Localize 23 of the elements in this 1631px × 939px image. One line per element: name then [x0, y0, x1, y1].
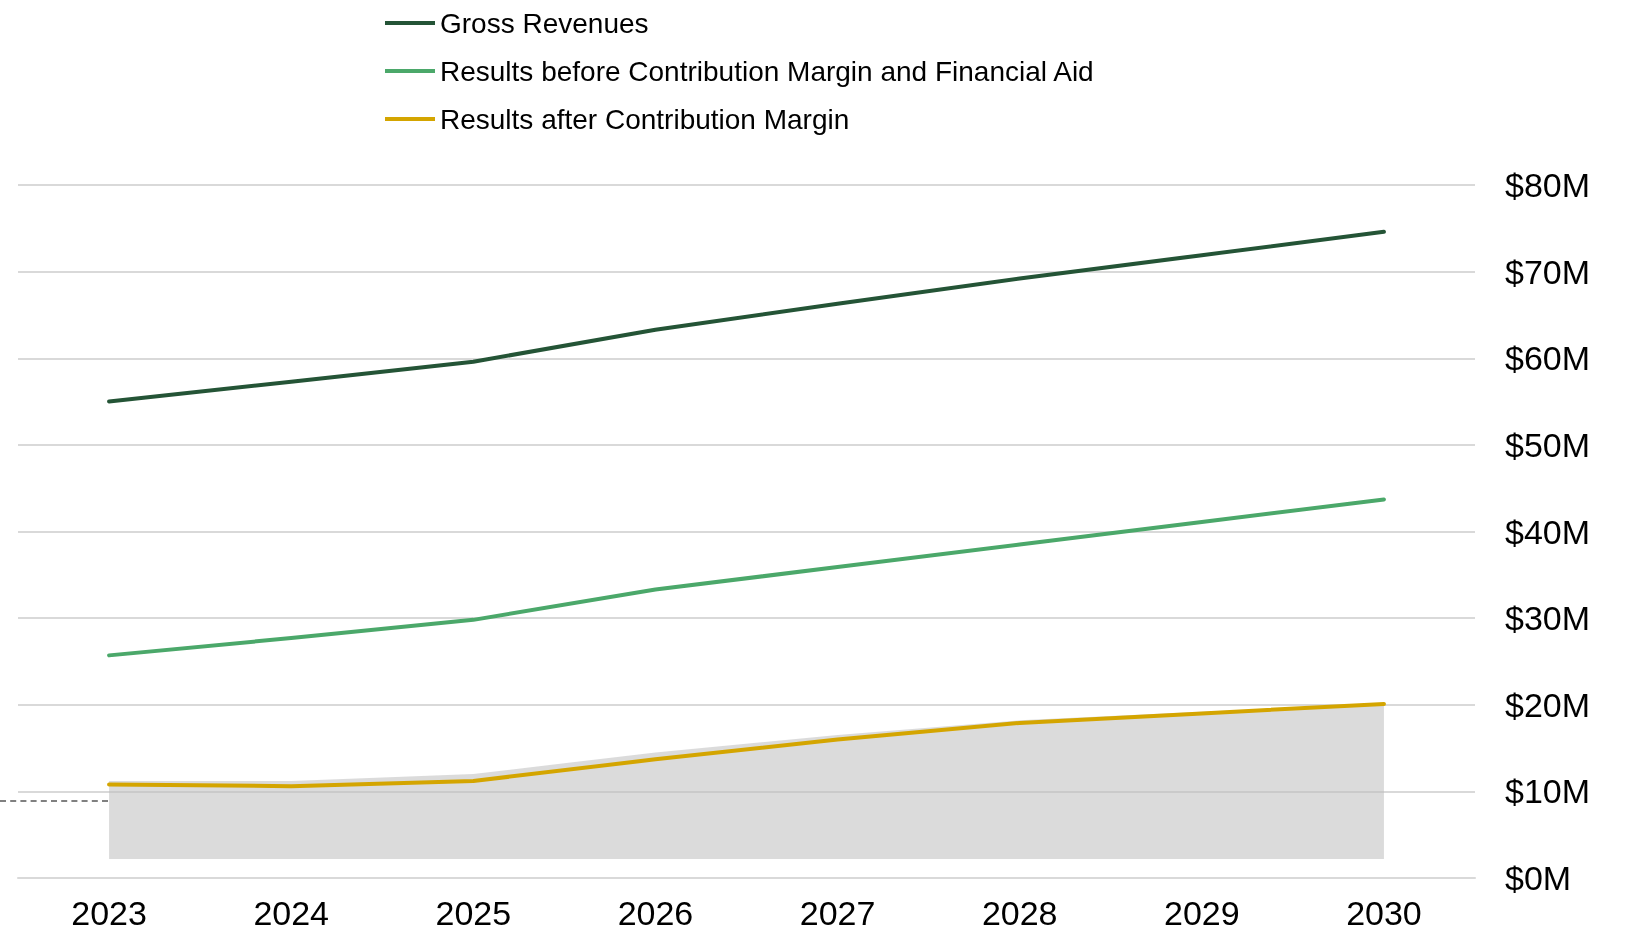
- y-tick-label: $80M: [1505, 166, 1591, 204]
- x-tick-label: 2023: [71, 894, 147, 932]
- line-series: [107, 497, 1386, 658]
- y-tick-label: $30M: [1505, 599, 1591, 638]
- y-tick-label: $10M: [1505, 772, 1591, 811]
- y-tick-label: $40M: [1505, 512, 1591, 551]
- y-tick-label: $70M: [1505, 252, 1591, 291]
- line-series: [107, 229, 1386, 404]
- x-tick-label: 2029: [1163, 894, 1240, 932]
- y-tick-label: $0M: [1505, 859, 1572, 897]
- x-tick-label: 2026: [617, 894, 694, 932]
- legend-label: Gross Revenues: [440, 7, 649, 39]
- y-tick-label: $50M: [1505, 425, 1591, 464]
- x-tick-label: 2024: [253, 894, 330, 932]
- y-tick-label: $60M: [1505, 339, 1591, 378]
- x-tick-label: 2030: [1346, 894, 1422, 932]
- legend-label: Results before Contribution Margin and Financial Aid: [440, 55, 1094, 87]
- y-tick-label: $20M: [1505, 685, 1591, 724]
- legend-label: Results after Contribution Margin: [440, 103, 850, 135]
- x-tick-label: 2028: [981, 894, 1058, 932]
- x-tick-label: 2025: [435, 894, 512, 932]
- x-tick-label: 2027: [799, 894, 876, 932]
- line-series: [107, 701, 1386, 789]
